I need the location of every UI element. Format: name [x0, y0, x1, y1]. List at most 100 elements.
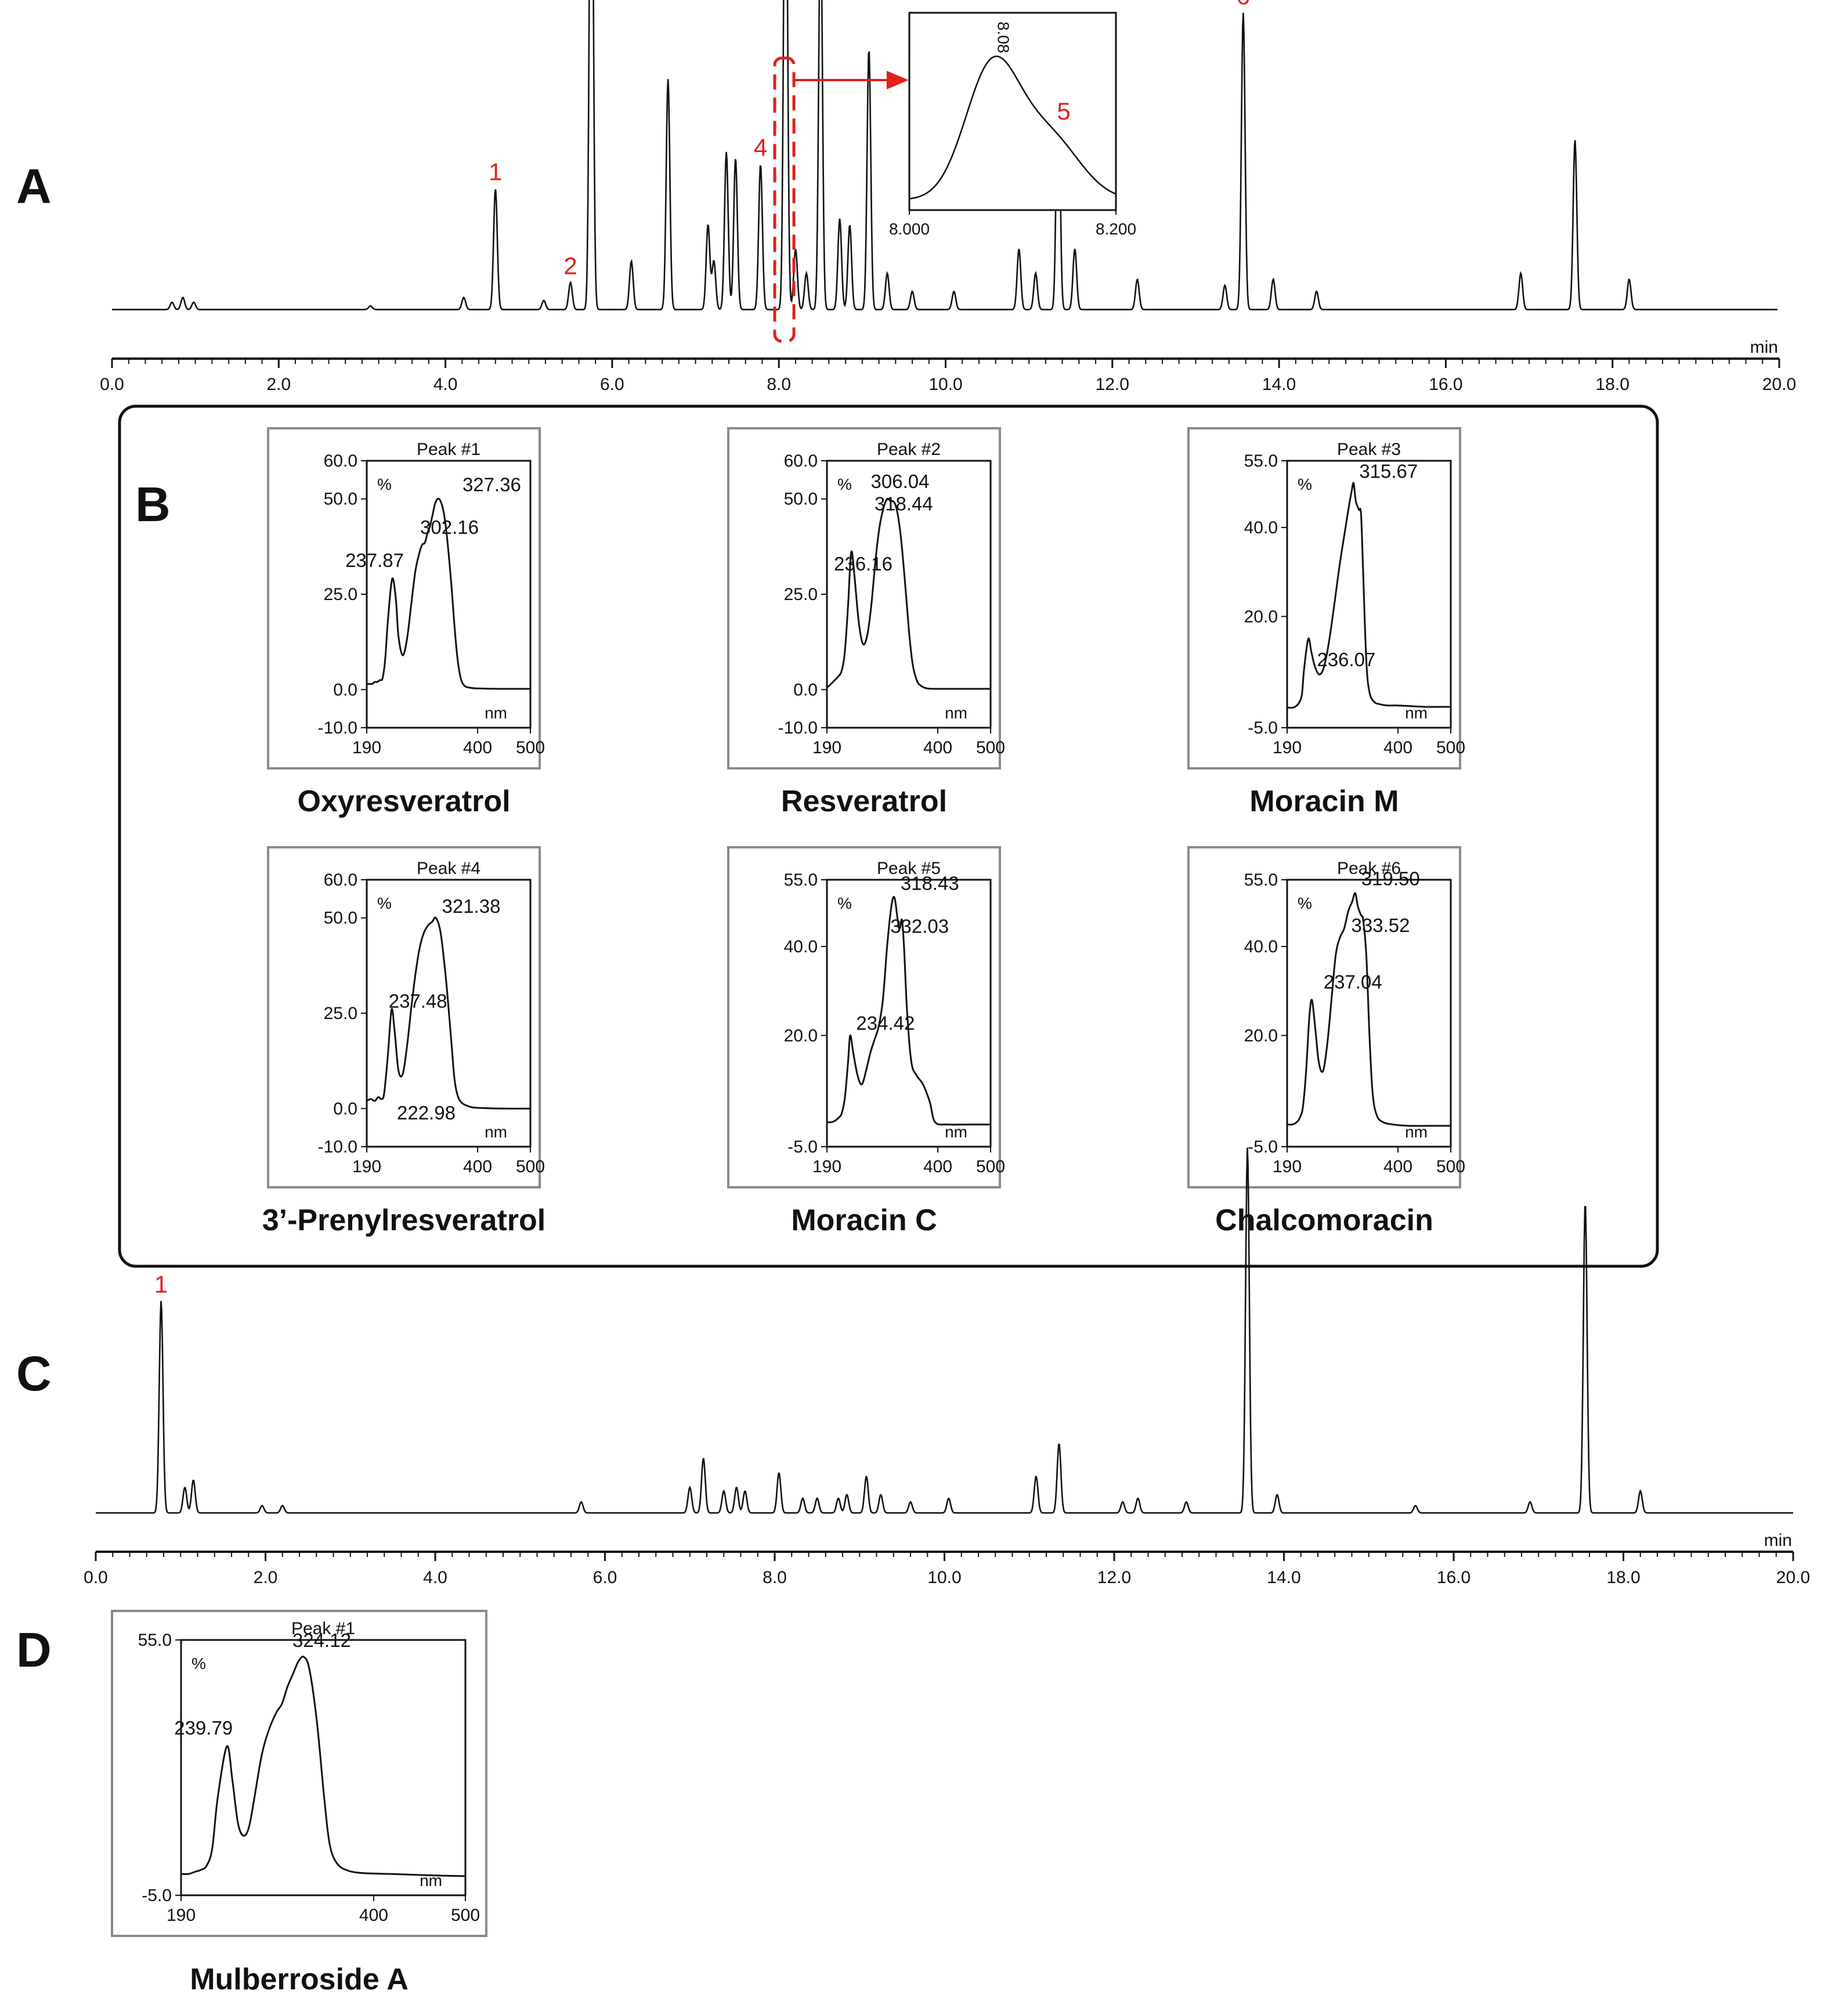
inset-trace	[909, 55, 1117, 200]
y-tick-label: 40.0	[784, 937, 818, 956]
y-unit-label: %	[837, 475, 852, 493]
peak-wavelength-label: 306.04	[871, 471, 930, 492]
x-tick-label: 400	[923, 1157, 952, 1176]
spectrum-title: Peak #1	[291, 1619, 355, 1638]
x-tick-label: 8.0	[763, 1568, 787, 1587]
y-tick-label: -10.0	[318, 1137, 357, 1157]
zoom-arrowhead	[887, 71, 909, 89]
x-tick-label: 14.0	[1262, 375, 1296, 394]
x-axis-unit: min	[1764, 1531, 1792, 1550]
x-tick-label: 4.0	[423, 1568, 447, 1587]
y-unit-label: %	[837, 894, 852, 912]
spectrum-plot-area	[1286, 879, 1452, 1148]
spectrum-plot-area	[826, 879, 992, 1148]
x-tick-label: 6.0	[593, 1568, 617, 1587]
x-tick-label: 2.0	[254, 1568, 278, 1587]
y-tick-label: 55.0	[1244, 451, 1278, 471]
x-tick-label: 190	[352, 738, 381, 757]
compound-name: Resveratrol	[781, 785, 947, 818]
peak-wavelength-label: 321.38	[442, 895, 501, 917]
y-tick-label: 0.0	[333, 680, 357, 699]
peak-wavelength-label: 237.87	[345, 550, 404, 571]
y-tick-label: -10.0	[318, 718, 357, 738]
spectrum-title: Peak #5	[877, 859, 941, 878]
x-tick-label: 500	[976, 1157, 1005, 1176]
x-tick-label: 18.0	[1606, 1568, 1640, 1587]
peak-wavelength-label: 318.44	[875, 493, 933, 515]
spectrum-curve	[826, 895, 991, 1126]
x-tick-label: 18.0	[1596, 375, 1629, 394]
spectrum-curve	[826, 497, 991, 690]
x-tick-label: 400	[1383, 1157, 1412, 1176]
peak-wavelength-label: 236.16	[834, 553, 893, 575]
spectrum-outer-frame	[267, 427, 541, 769]
y-tick-label: 20.0	[1244, 607, 1278, 626]
chromatogram-c: 0.0 2.0 4.0 6.0 8.0 10.0 12.0 14.0 16.0 18.0 20.0 m…	[84, 1147, 1810, 1587]
y-unit-label: %	[192, 1654, 206, 1672]
x-tick-label: 12.0	[1096, 375, 1129, 394]
spectrum-outer-frame	[727, 427, 1001, 769]
x-tick-label: 500	[451, 1906, 480, 1925]
spectrum-title: Peak #6	[1337, 859, 1401, 878]
trace-line	[96, 1147, 1793, 1514]
spectrum-curve	[180, 1656, 466, 1877]
x-tick-label: 16.0	[1429, 375, 1462, 394]
inset-tick-label: 8.000	[889, 220, 930, 238]
compound-name: Oxyresveratrol	[297, 785, 510, 818]
compound-name: 3’-Prenylresveratrol	[262, 1204, 546, 1237]
peak-wavelength-label: 239.79	[174, 1717, 233, 1739]
x-tick-label: 190	[352, 1157, 381, 1176]
y-tick-label: -5.0	[1248, 1137, 1278, 1157]
spectrum-curve	[366, 916, 531, 1110]
y-unit-label: %	[377, 894, 392, 912]
x-unit-label: nm	[945, 704, 967, 722]
peak-wavelength-label: 324.12	[292, 1630, 351, 1651]
x-tick-label: 500	[1436, 738, 1465, 757]
spectrum-title: Peak #1	[417, 440, 480, 459]
x-tick-label: 6.0	[600, 375, 624, 394]
panel-letter-a: A	[16, 159, 52, 214]
peak-wavelength-label: 302.16	[420, 516, 479, 538]
x-unit-label: nm	[485, 1123, 507, 1141]
x-tick-label: 190	[1273, 738, 1302, 757]
x-tick-label: 400	[359, 1906, 388, 1925]
y-tick-label: -5.0	[787, 1137, 818, 1157]
peak-number-label: 6	[1237, 0, 1250, 9]
spectrum-outer-frame	[727, 846, 1001, 1188]
x-tick-label: 190	[812, 738, 841, 757]
spectrum-curve	[1287, 892, 1451, 1127]
peak-number-label: 1	[154, 1271, 168, 1298]
y-tick-label: -5.0	[1248, 718, 1278, 738]
compound-name: Moracin M	[1249, 785, 1399, 818]
spectrum-title: Peak #2	[877, 440, 941, 459]
x-unit-label: nm	[420, 1872, 442, 1889]
inset-tick-label: 8.200	[1096, 220, 1136, 238]
y-tick-label: 55.0	[138, 1631, 172, 1650]
spectrum-curve	[366, 497, 531, 690]
peak-wavelength-label: 222.98	[397, 1102, 456, 1123]
x-tick-label: 400	[923, 738, 952, 757]
trace-line	[112, 0, 1778, 310]
x-tick-label: 10.0	[927, 1568, 961, 1587]
x-tick-label: 190	[1273, 1157, 1302, 1176]
peak-number-label: 1	[489, 158, 502, 185]
y-tick-label: 50.0	[784, 490, 818, 509]
x-tick-label: 20.0	[1762, 375, 1796, 394]
x-tick-label: 0.0	[100, 375, 124, 394]
x-tick-label: 4.0	[433, 375, 458, 394]
y-unit-label: %	[1298, 475, 1312, 493]
peak-wavelength-label: 319.50	[1361, 868, 1420, 889]
compound-name: Moracin C	[791, 1204, 937, 1237]
x-tick-label: 190	[167, 1906, 196, 1925]
peak-wavelength-label: 234.42	[856, 1012, 915, 1034]
x-tick-label: 400	[463, 1157, 492, 1176]
y-unit-label: %	[1298, 894, 1312, 912]
x-tick-label: 16.0	[1437, 1568, 1470, 1587]
inset-frame	[908, 12, 1117, 211]
